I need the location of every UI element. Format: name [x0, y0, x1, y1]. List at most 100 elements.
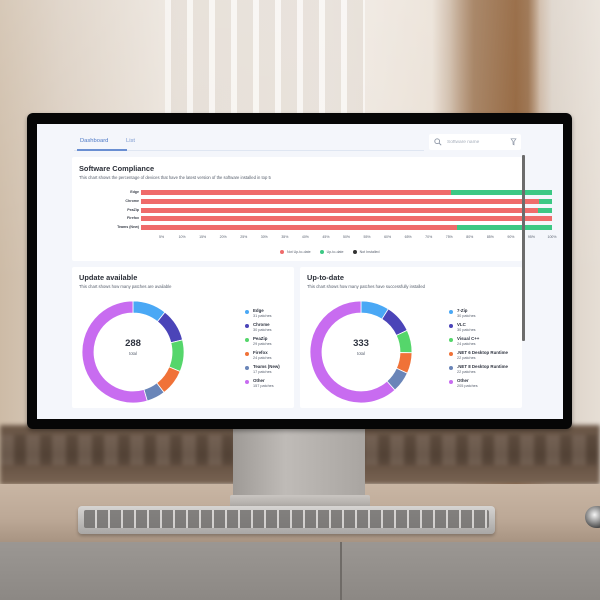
x-tick: 10%	[178, 235, 186, 239]
search-box[interactable]	[429, 134, 521, 150]
legend-item[interactable]: Other 205 patches	[449, 378, 508, 392]
update-available-card: Update available This chart shows how ma…	[72, 267, 294, 408]
legend-item[interactable]: Teams (New) 17 patches	[245, 364, 280, 378]
bar-segment[interactable]	[537, 207, 552, 213]
legend-up-to-date[interactable]: Up-to-date	[319, 248, 344, 256]
x-tick: 60%	[384, 235, 392, 239]
legend-name: Visual C++	[457, 336, 480, 341]
cabinet	[0, 542, 600, 600]
bar-segment[interactable]	[141, 207, 538, 213]
bar-segment[interactable]	[538, 198, 552, 204]
legend-name: Chrome	[253, 322, 270, 327]
legend-value: 30 patches	[253, 328, 272, 332]
tab-list[interactable]: List	[126, 138, 136, 144]
legend-name: PeaZip	[253, 336, 268, 341]
legend-not-up-to-date[interactable]: Not Up-to-date	[280, 248, 311, 256]
bar-segment[interactable]	[141, 225, 458, 231]
compliance-bar-row: Firefox	[72, 215, 552, 222]
legend-dot	[449, 323, 453, 328]
legend-dot	[449, 337, 453, 342]
compliance-title: Software Compliance	[79, 164, 155, 173]
compliance-subtitle: This chart shows the percentage of devic…	[79, 175, 271, 180]
bar-track	[141, 216, 552, 222]
legend-dot	[245, 337, 249, 342]
donut-slice[interactable]	[381, 308, 408, 336]
x-tick: 80%	[466, 235, 474, 239]
legend-item[interactable]: Edge 31 patches	[245, 308, 280, 322]
donut-slice[interactable]	[309, 300, 396, 404]
legend-value: 24 patches	[457, 342, 476, 346]
legend-value: 157 patches	[253, 384, 274, 388]
up-to-date-title: Up-to-date	[307, 273, 344, 282]
x-tick: 55%	[363, 235, 371, 239]
up-to-date-legend: 7-Zip 30 patches VLC 30 patches Visual C++ 24…	[449, 308, 508, 392]
legend-dot	[245, 309, 249, 314]
legend-label: Not Up-to-date	[287, 250, 311, 254]
legend-dot	[449, 351, 453, 356]
search-input[interactable]	[447, 137, 505, 147]
donut-slice[interactable]	[168, 339, 185, 373]
legend-name: Edge	[253, 308, 264, 313]
page-scrollbar[interactable]	[522, 155, 525, 341]
bar-label: Firefox	[127, 216, 139, 221]
mouse	[585, 506, 600, 528]
legend-dot	[449, 365, 453, 370]
bar-segment[interactable]	[451, 190, 552, 195]
legend-item[interactable]: .NET 8 Desktop Runtime 22 patches	[449, 364, 508, 378]
legend-name: Other	[457, 378, 469, 383]
bar-track	[141, 190, 552, 195]
compliance-bar-row: Teams (New)	[72, 224, 552, 231]
legend-item[interactable]: Visual C++ 24 patches	[449, 336, 508, 350]
x-tick: 100%	[547, 235, 557, 239]
legend-item[interactable]: PeaZip 29 patches	[245, 336, 280, 350]
x-tick: 75%	[445, 235, 453, 239]
donut-slice[interactable]	[81, 300, 148, 404]
monitor-screen: Dashboard List Software Compliance This …	[37, 124, 563, 419]
x-tick: 20%	[219, 235, 227, 239]
legend-item[interactable]: Other 157 patches	[245, 378, 280, 392]
legend-dot	[245, 379, 249, 384]
software-compliance-card: Software Compliance This chart shows the…	[72, 157, 556, 261]
legend-value: 17 patches	[253, 370, 272, 374]
keyboard-keys	[84, 510, 489, 528]
legend-item[interactable]: .NET 6 Desktop Runtime 22 patches	[449, 350, 508, 364]
up-to-date-donut-chart[interactable]	[305, 296, 417, 408]
compliance-x-axis: 5% 10% 15% 20% 25% 30% 35% 40% 45% 50% 55% 60% 65% 70…	[141, 235, 556, 243]
update-available-donut-chart[interactable]	[77, 296, 189, 408]
legend-dot	[245, 351, 249, 356]
active-tab-indicator	[77, 149, 127, 151]
bar-label: PeaZip	[127, 207, 139, 212]
tab-dashboard[interactable]: Dashboard	[80, 138, 109, 144]
compliance-bar-row: PeaZip	[72, 207, 552, 214]
legend-item[interactable]: VLC 30 patches	[449, 322, 508, 336]
legend-item[interactable]: Chrome 30 patches	[245, 322, 280, 336]
bar-segment[interactable]	[141, 216, 552, 222]
x-tick: 25%	[240, 235, 248, 239]
legend-name: .NET 8 Desktop Runtime	[457, 364, 508, 369]
legend-value: 22 patches	[457, 370, 476, 374]
bar-segment[interactable]	[141, 198, 539, 204]
x-tick: 5%	[159, 235, 165, 239]
compliance-legend: Not Up-to-date Up-to-date Not Installed	[280, 248, 380, 256]
legend-not-installed[interactable]: Not Installed	[352, 248, 380, 256]
legend-dot	[245, 323, 249, 328]
update-available-legend: Edge 31 patches Chrome 30 patches PeaZip 29 p…	[245, 308, 280, 392]
update-available-total: 288	[125, 338, 141, 349]
filter-icon[interactable]	[510, 138, 517, 146]
bar-label: Edge	[130, 190, 139, 194]
background-window	[165, 0, 365, 130]
legend-item[interactable]: 7-Zip 30 patches	[449, 308, 508, 322]
bar-segment[interactable]	[457, 225, 552, 231]
legend-name: Other	[253, 378, 265, 383]
search-icon	[434, 138, 442, 146]
legend-item[interactable]: Firefox 24 patches	[245, 350, 280, 364]
x-tick: 45%	[322, 235, 330, 239]
bar-segment[interactable]	[141, 190, 452, 195]
update-available-subtitle: This chart shows how many patches are av…	[79, 284, 172, 289]
legend-name: 7-Zip	[457, 308, 468, 313]
monitor-stand-base	[230, 495, 370, 509]
x-tick: 35%	[281, 235, 289, 239]
legend-name: Teams (New)	[253, 364, 280, 369]
bar-label: Chrome	[125, 198, 139, 203]
tab-bar: Dashboard List	[74, 135, 424, 151]
